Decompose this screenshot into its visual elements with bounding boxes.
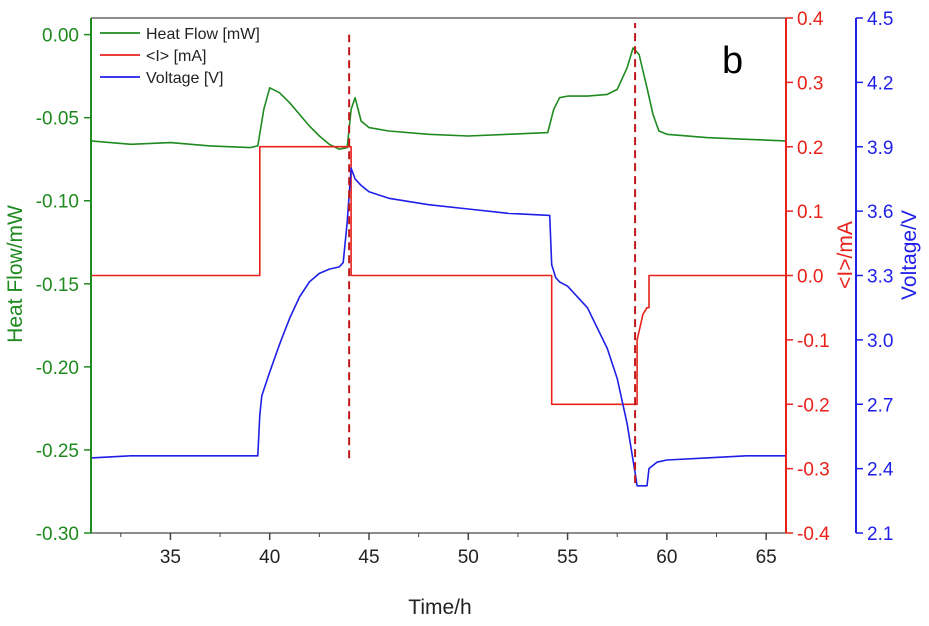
x-tick-label: 65	[756, 547, 777, 568]
voltage-line	[91, 167, 786, 487]
voltage-tick-label: 4.2	[867, 73, 893, 94]
heat-tick-label: -0.15	[36, 275, 79, 296]
current-tick-label: -0.2	[797, 395, 830, 416]
heat-tick-label: -0.10	[36, 192, 79, 213]
x-tick-label: 55	[557, 547, 578, 568]
voltage-tick-label: 2.7	[867, 395, 893, 416]
current-line	[91, 145, 786, 406]
heat-axis-title: Heat Flow/mW	[4, 205, 27, 343]
heat-tick-label: -0.30	[36, 524, 79, 545]
heat-tick-label: -0.05	[36, 109, 79, 130]
voltage-tick-label: 3.9	[867, 138, 893, 159]
current-tick-label: -0.4	[797, 524, 830, 545]
legend-heat-flow-label: Heat Flow [mW]	[146, 26, 260, 43]
x-tick-label: 60	[656, 547, 677, 568]
heat-tick-label: -0.20	[36, 358, 79, 379]
voltage-tick-label: 3.3	[867, 267, 893, 288]
voltage-tick-label: 3.6	[867, 202, 893, 223]
axes-layer: 35 40 45 50 55 60 65 0.00 -0.05 -0.10 -0.15 -0.20 -0…	[36, 9, 894, 568]
x-axis-title: Time/h	[408, 596, 471, 619]
heat-tick-label: 0.00	[42, 26, 79, 47]
legend-current-label: <I> [mA]	[146, 48, 206, 65]
current-tick-label: -0.3	[797, 460, 830, 481]
current-tick-label: 0.1	[797, 202, 823, 223]
current-tick-label: 0.3	[797, 73, 823, 94]
voltage-axis-title: Voltage/V	[898, 210, 921, 300]
voltage-tick-label: 2.4	[867, 460, 894, 481]
x-tick-label: 45	[358, 547, 379, 568]
x-tick-label: 35	[160, 547, 181, 568]
voltage-tick-label: 3.0	[867, 331, 893, 352]
series-layer	[91, 22, 786, 487]
x-tick-label: 40	[259, 547, 280, 568]
heat-tick-label: -0.25	[36, 441, 79, 462]
current-tick-label: -0.1	[797, 331, 830, 352]
current-tick-label: 0.0	[797, 267, 823, 288]
current-tick-label: 0.2	[797, 138, 823, 159]
panel-label: b	[722, 40, 743, 82]
voltage-tick-label: 4.5	[867, 9, 893, 30]
current-axis-title: <I>/mA	[834, 221, 857, 289]
voltage-tick-label: 2.1	[867, 524, 893, 545]
legend-voltage-label: Voltage [V]	[146, 70, 223, 87]
x-tick-label: 50	[458, 547, 479, 568]
legend: Heat Flow [mW] <I> [mA] Voltage [V]	[100, 26, 260, 87]
current-tick-label: 0.4	[797, 9, 824, 30]
heat-flow-line	[91, 47, 786, 150]
